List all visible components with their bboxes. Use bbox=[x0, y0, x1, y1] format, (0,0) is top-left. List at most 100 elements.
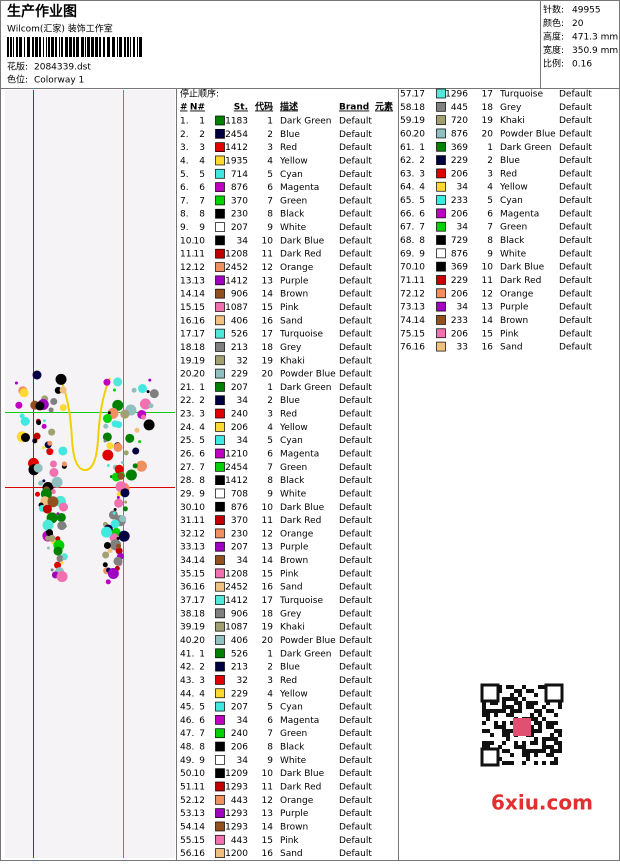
motif bbox=[114, 498, 124, 508]
bar bbox=[39, 37, 41, 57]
brand: Default bbox=[339, 463, 372, 473]
qr-cell bbox=[506, 705, 510, 709]
info-value: 20 bbox=[572, 19, 584, 29]
motif bbox=[51, 476, 63, 488]
brand: Default bbox=[339, 183, 372, 193]
swatch bbox=[215, 488, 225, 499]
brand: Default bbox=[339, 636, 372, 646]
brand: Default bbox=[339, 596, 372, 606]
qr-cell bbox=[486, 741, 490, 745]
stop-number: 24. bbox=[180, 423, 194, 433]
code: 2 bbox=[267, 396, 273, 406]
needle: 7 bbox=[199, 196, 205, 206]
swatch bbox=[436, 141, 446, 152]
qr-cell bbox=[510, 693, 514, 697]
description: Yellow bbox=[279, 156, 308, 166]
qr-cell bbox=[534, 701, 538, 705]
needle: 7 bbox=[419, 223, 425, 233]
motif bbox=[59, 386, 67, 394]
brand: Default bbox=[339, 556, 372, 566]
stitches: 206 bbox=[451, 169, 468, 179]
info-label: 比例: bbox=[543, 58, 564, 70]
description: Purple bbox=[280, 276, 309, 286]
description: Pink bbox=[280, 303, 299, 313]
motif bbox=[114, 464, 124, 474]
motif bbox=[103, 439, 107, 443]
qr-cell bbox=[558, 701, 562, 705]
brand: Default bbox=[339, 290, 372, 300]
swatch bbox=[215, 448, 225, 459]
bar bbox=[16, 37, 18, 57]
qr-cell bbox=[522, 745, 526, 749]
motif bbox=[50, 568, 54, 572]
description: White bbox=[280, 756, 307, 766]
brand: Default bbox=[339, 130, 372, 140]
swatch bbox=[215, 608, 225, 619]
bar bbox=[117, 37, 118, 57]
stitches: 233 bbox=[451, 196, 468, 206]
stop-number: 64. bbox=[400, 183, 414, 193]
motif bbox=[56, 554, 64, 562]
description: Pink bbox=[280, 569, 299, 579]
motif bbox=[42, 479, 46, 483]
swatch bbox=[215, 235, 225, 246]
bar bbox=[43, 37, 44, 57]
brand: Default bbox=[339, 503, 372, 513]
needle: 20 bbox=[414, 129, 426, 139]
needle: 6 bbox=[199, 716, 205, 726]
stop-number: 59. bbox=[400, 116, 414, 126]
brand: Default bbox=[339, 756, 372, 766]
stitches: 876 bbox=[451, 249, 468, 259]
swatch bbox=[436, 181, 446, 192]
qr-cell bbox=[502, 741, 506, 745]
code: 18 bbox=[262, 609, 274, 619]
description: Black bbox=[280, 476, 305, 486]
code: 5 bbox=[267, 436, 273, 446]
qr-cell bbox=[530, 741, 534, 745]
stop-number: 42. bbox=[180, 663, 194, 673]
needle: 11 bbox=[414, 276, 425, 286]
brand: Default bbox=[559, 263, 592, 273]
code: 10 bbox=[262, 769, 274, 779]
code: 13 bbox=[482, 303, 493, 313]
motif bbox=[20, 416, 30, 426]
needle: 17 bbox=[414, 90, 425, 100]
swatch bbox=[436, 288, 446, 299]
code: 3 bbox=[487, 169, 493, 179]
description: Dark Blue bbox=[500, 263, 545, 273]
needle: 5 bbox=[199, 703, 205, 713]
qr-cell bbox=[554, 761, 558, 765]
qr-cell bbox=[534, 693, 538, 697]
description: Magenta bbox=[280, 450, 319, 460]
qr-cell bbox=[530, 701, 534, 705]
brand: Default bbox=[339, 489, 372, 499]
code: 19 bbox=[262, 356, 274, 366]
description: Dark Green bbox=[280, 117, 331, 127]
column-header: # bbox=[180, 103, 188, 113]
swatch bbox=[215, 715, 225, 725]
code: 7 bbox=[267, 196, 273, 206]
bar bbox=[137, 37, 138, 57]
needle: 11 bbox=[194, 250, 205, 260]
swatch bbox=[215, 475, 225, 485]
motif bbox=[14, 381, 18, 385]
qr-cell bbox=[534, 729, 538, 733]
studio: Wilcom(汇家) 装饰工作室 bbox=[7, 23, 113, 35]
stop-number: 31. bbox=[180, 516, 194, 526]
description: Powder Blue bbox=[500, 129, 556, 139]
qr-cell bbox=[498, 745, 502, 749]
description: Grey bbox=[280, 609, 302, 619]
needle: 8 bbox=[419, 236, 425, 246]
code: 16 bbox=[262, 849, 274, 859]
qr-cell bbox=[526, 753, 530, 757]
code: 7 bbox=[487, 223, 493, 233]
description: Dark Blue bbox=[280, 769, 325, 779]
needle: 17 bbox=[194, 330, 205, 340]
stop-number: 53. bbox=[180, 809, 194, 819]
qr-cell bbox=[546, 725, 550, 729]
info-value: 0.16 bbox=[572, 60, 592, 70]
column-header: Brand bbox=[339, 103, 369, 113]
motif bbox=[102, 551, 110, 559]
description: Red bbox=[280, 143, 297, 153]
qr-cell bbox=[522, 697, 526, 701]
